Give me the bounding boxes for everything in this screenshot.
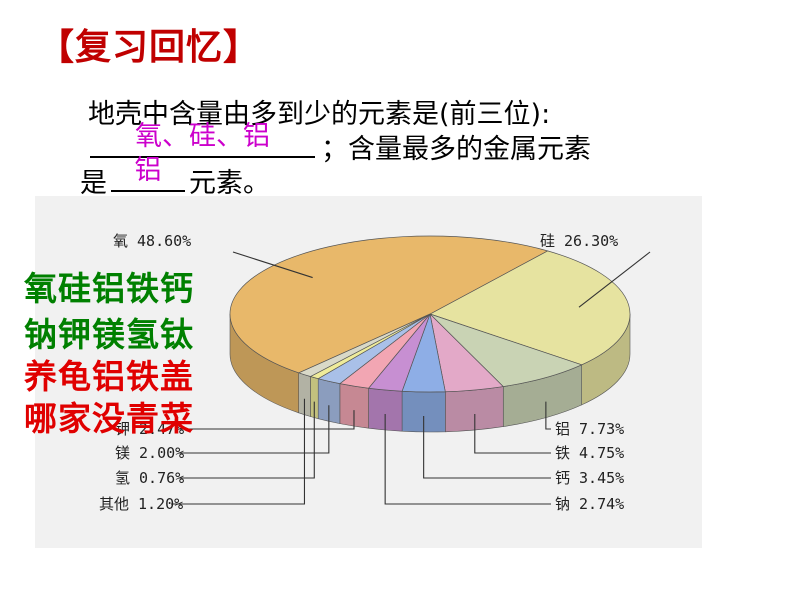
question-line-3-prefix: 是 <box>80 168 107 199</box>
pie-label-硅: 硅 26.30% <box>540 232 618 250</box>
question-line-3: 是 铝 元素。 <box>80 155 270 200</box>
mnemonic-line-4: 哪家没青菜 <box>24 399 194 438</box>
pie-label-镁: 镁 2.00% <box>115 444 184 462</box>
pie-label-其他: 其他 1.20% <box>99 495 183 513</box>
pie-label-铁: 铁 4.75% <box>555 444 624 462</box>
answer-text-2: 铝 <box>134 155 162 186</box>
page-title: 【复习回忆】 <box>38 27 261 68</box>
leader-line-氢 <box>178 401 315 479</box>
question-line-3-suffix: 元素。 <box>189 168 270 199</box>
answer-blank-2: 铝 <box>111 155 185 192</box>
pie-label-氢: 氢 0.76% <box>115 469 184 487</box>
pie-label-钠: 钠 2.74% <box>555 495 624 513</box>
leader-line-氧 <box>232 251 313 279</box>
mnemonic-line-2: 钠钾镁氢钛 <box>24 315 194 354</box>
leader-line-铝 <box>545 401 551 430</box>
pie-chart-panel: 氧 48.60% 硅 26.30% 铝 7.73% 铁 4.75% 钙 3.45% 钠 2… <box>35 196 702 548</box>
pie-side-group <box>229 313 631 433</box>
leader-line-钾 <box>178 410 355 430</box>
mnemonic-line-1: 氧硅铝铁钙 <box>24 269 194 308</box>
answer-blank-1: 氧、硅、铝 <box>90 121 315 158</box>
leader-line-铁 <box>474 414 551 454</box>
pie-label-铝: 铝 7.73% <box>555 420 624 438</box>
answer-text-1: 氧、硅、铝 <box>135 121 270 152</box>
leader-line-钠 <box>384 414 551 505</box>
leader-line-镁 <box>178 405 330 454</box>
leader-line-钙 <box>423 415 551 479</box>
leader-line-其他 <box>171 398 306 505</box>
question-line-2-text: ；含量最多的金属元素 <box>321 134 591 165</box>
pie-label-氧: 氧 48.60% <box>113 232 191 250</box>
pie-slice-铝 <box>429 313 583 387</box>
leader-line-硅 <box>578 251 651 308</box>
pie-label-钾: 钾 2.47% <box>115 420 184 438</box>
question-line-1: 地壳中含量由多到少的元素是(前三位): <box>88 99 551 130</box>
mnemonic-line-3: 养龟铝铁盖 <box>24 357 194 396</box>
pie-label-钙: 钙 3.45% <box>555 469 624 487</box>
pie-chart: 氧 48.60% 硅 26.30% 铝 7.73% 铁 4.75% 钙 3.45% 钠 2… <box>99 232 651 513</box>
pie-slice-硅 <box>429 250 631 366</box>
question-line-2: 氧、硅、铝 ；含量最多的金属元素 <box>90 121 591 166</box>
